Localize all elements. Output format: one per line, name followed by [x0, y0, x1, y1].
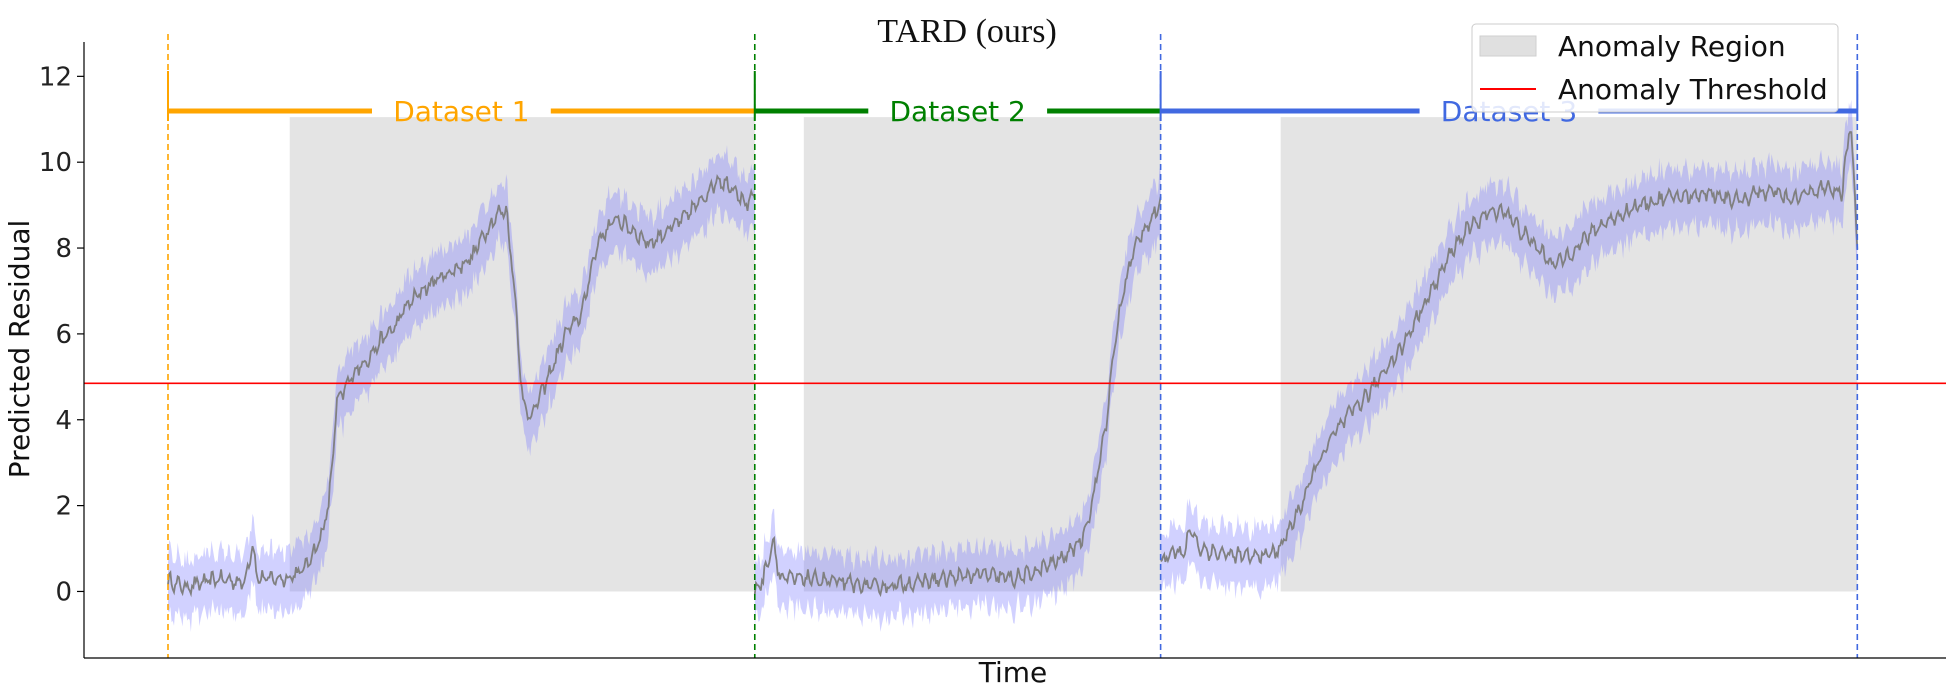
y-ticks: 0 2 4 6 8 10 12 — [39, 62, 84, 607]
uncertainty-bands — [168, 99, 1858, 632]
residual-line-1 — [167, 173, 756, 598]
uncertainty-band-2 — [754, 165, 1161, 632]
legend-swatch-anomaly-region — [1479, 35, 1537, 57]
legend-box — [1471, 23, 1839, 113]
axes — [83, 42, 1946, 659]
segment-label-1: Dataset 1 — [393, 95, 529, 128]
segment-boundaries — [167, 34, 1859, 658]
residual-lines — [167, 131, 1859, 598]
chart-title: TARD (ours) — [877, 13, 1057, 50]
y-tick-label: 0 — [55, 577, 72, 607]
y-tick-label: 12 — [39, 62, 72, 92]
y-axis-label: Predicted Residual — [3, 220, 36, 479]
y-tick-label: 6 — [55, 320, 72, 350]
anomaly-regions — [289, 117, 1858, 592]
legend: Anomaly Region Anomaly Threshold — [1471, 23, 1839, 113]
segment-label-2: Dataset 2 — [890, 95, 1026, 128]
uncertainty-band-1 — [168, 145, 755, 632]
anomaly-region-3 — [1280, 117, 1858, 592]
residual-line-3 — [1160, 131, 1859, 566]
legend-label-anomaly-region: Anomaly Region — [1558, 30, 1786, 63]
residual-line-2 — [753, 196, 1162, 598]
x-axis-label: Time — [978, 656, 1048, 689]
legend-label-threshold: Anomaly Threshold — [1558, 73, 1828, 106]
y-tick-label: 4 — [55, 406, 72, 436]
y-tick-label: 8 — [55, 234, 72, 264]
y-tick-label: 10 — [39, 148, 72, 178]
uncertainty-band-3 — [1160, 99, 1858, 601]
y-tick-label: 2 — [55, 492, 72, 522]
anomaly-region-1 — [289, 117, 755, 592]
anomaly-region-2 — [803, 117, 1161, 592]
